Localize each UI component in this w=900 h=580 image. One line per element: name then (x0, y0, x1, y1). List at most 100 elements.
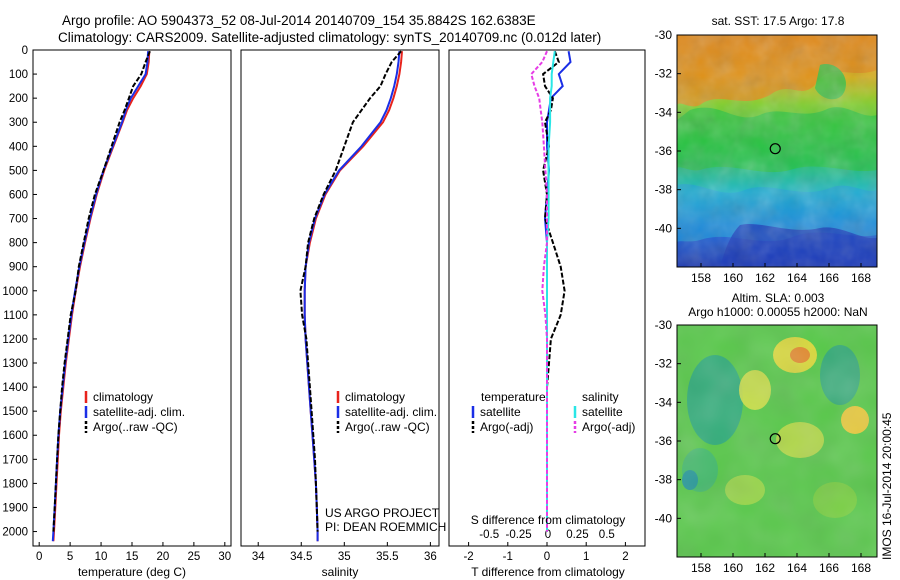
depth-tick-label: 100 (9, 69, 28, 81)
salinity-plot-frame (240, 49, 440, 547)
depth-tick-label: 1400 (2, 382, 28, 394)
lon-tick-label: 162 (755, 271, 775, 285)
lat-tick-label: -36 (655, 144, 673, 158)
legend-label: satellite-adj. clim. (345, 405, 437, 419)
x-tick-label: 5 (67, 551, 73, 563)
depth-tick-label: 500 (9, 165, 28, 177)
s-tick-label: -0.5 (479, 529, 499, 541)
legend-label: Argo(-adj) (582, 420, 635, 434)
x-tick-label: 30 (218, 551, 231, 563)
x-tick-label: 10 (95, 551, 108, 563)
lat-tick-label: -38 (655, 473, 673, 487)
project-name: US ARGO PROJECT (325, 506, 440, 520)
legend-header-salinity: salinity (582, 390, 619, 404)
x-tick-label: 0 (36, 551, 42, 563)
lat-tick-label: -40 (655, 221, 673, 235)
figure-title-line1: Argo profile: AO 5904373_52 08-Jul-2014 … (62, 13, 536, 28)
lon-tick-label: 158 (691, 561, 711, 575)
temperature-series (51, 50, 151, 542)
series-line-argo-raw-qc- (299, 50, 402, 532)
depth-tick-label: 400 (9, 141, 28, 153)
legend-label: Argo(..raw -QC) (93, 420, 178, 434)
imos-timestamp: IMOS 16-Jul-2014 20:00:45 (880, 412, 894, 560)
lon-tick-label: 166 (819, 271, 839, 285)
salinity-panel: 34 34.5 35 35.5 36 salinity climatologysatel… (240, 49, 446, 579)
x-tick-label: 34.5 (290, 551, 312, 563)
lon-tick-label: 164 (787, 561, 807, 575)
lat-tick-label: -34 (655, 395, 673, 409)
temperature-panel: 0100200300400500600700800900100011001200… (2, 45, 232, 579)
series-line-salinity-argo-adj- (530, 50, 548, 532)
x-tick-label: 20 (157, 551, 170, 563)
figure-title-line2: Climatology: CARS2009. Satellite-adjuste… (58, 30, 602, 45)
lon-tick-label: 162 (755, 561, 775, 575)
legend-label: climatology (93, 390, 153, 404)
legend-label: satellite-adj. clim. (93, 405, 185, 419)
lon-tick-label: 160 (723, 561, 743, 575)
lat-tick-label: -36 (655, 434, 673, 448)
lat-tick-label: -34 (655, 105, 673, 119)
temperature-axis-ticks: 0 5 10 15 20 25 30 (36, 542, 231, 563)
lon-tick-label: 160 (723, 271, 743, 285)
t-difference-axis-label: T difference from climatology (471, 565, 625, 579)
x-tick-label: 25 (187, 551, 200, 563)
s-tick-label: 0.5 (599, 529, 615, 541)
temperature-plot-frame (32, 49, 232, 547)
depth-tick-label: 900 (9, 262, 28, 274)
x-tick-label: 15 (126, 551, 139, 563)
legend-label: satellite (582, 405, 623, 419)
lat-tick-label: -30 (655, 28, 673, 42)
depth-tick-label: 1200 (2, 334, 28, 346)
sst-map-axes: 158 160 162 164 166 168 -30 -32 -34 -36 -38 -40 (655, 28, 872, 285)
sst-map-panel: sat. SST: 17.5 Argo: 17.8 158 160 162 164 16… (655, 14, 878, 285)
depth-tick-label: 1600 (2, 430, 28, 442)
sst-map-image (677, 35, 877, 267)
lon-tick-label: 168 (851, 271, 871, 285)
depth-axis-ticks: 0 100 200 300 400 500 600 700 800 900 1000 1100 1200… (2, 45, 37, 539)
depth-tick-label: 200 (9, 93, 28, 105)
salinity-series (299, 50, 403, 542)
lon-tick-label: 168 (851, 561, 871, 575)
lat-tick-label: -32 (655, 357, 673, 371)
s-tick-label: 0.25 (566, 529, 588, 541)
legend-label: satellite (480, 405, 521, 419)
x-tick-label: 35.5 (376, 551, 398, 563)
s-tick-label: -0.25 (505, 529, 531, 541)
sla-map-image (677, 325, 877, 557)
argo-float-marker (769, 143, 781, 155)
sst-map-title: sat. SST: 17.5 Argo: 17.8 (712, 14, 845, 28)
x-tick-label: 36 (424, 551, 437, 563)
sla-map-panel: Altim. SLA: 0.003 Argo h1000: 0.00055 h2… (655, 291, 878, 575)
sla-map-title: Altim. SLA: 0.003 (732, 291, 825, 305)
depth-tick-label: 1800 (2, 478, 28, 490)
difference-series (530, 50, 572, 532)
depth-tick-label: 700 (9, 214, 28, 226)
x-tick-label: 35 (338, 551, 351, 563)
series-line-argo-raw-qc- (52, 50, 151, 532)
temperature-axis-label: temperature (deg C) (78, 565, 186, 579)
lon-tick-label: 166 (819, 561, 839, 575)
depth-tick-label: 2000 (2, 527, 28, 539)
x-tick-label: 1 (583, 551, 589, 563)
sla-map-axes: 158 160 162 164 166 168 -30 -32 -34 -36 -38 -40 (655, 318, 872, 575)
lat-tick-label: -32 (655, 67, 673, 81)
legend-label: Argo(..raw -QC) (345, 420, 430, 434)
lat-tick-label: -38 (655, 183, 673, 197)
x-tick-label: 2 (622, 551, 628, 563)
x-tick-label: -1 (503, 551, 513, 563)
difference-axis-ticks: -2 -1 0 1 2 -0.5 -0.25 0 0.25 0.5 (463, 529, 628, 563)
lon-tick-label: 164 (787, 271, 807, 285)
depth-tick-label: 1700 (2, 454, 28, 466)
difference-legend: temperature salinitysatelliteArgo(-adj)sa… (471, 390, 635, 434)
project-pi: PI: DEAN ROEMMICH (325, 520, 446, 534)
x-tick-label: 34 (252, 551, 265, 563)
x-tick-label: -2 (463, 551, 473, 563)
depth-tick-label: 300 (9, 117, 28, 129)
depth-tick-label: 600 (9, 189, 28, 201)
sla-map-subtitle: Argo h1000: 0.00055 h2000: NaN (688, 305, 867, 319)
series-line-salinity-satellite (546, 51, 556, 532)
x-tick-label: 0 (544, 551, 550, 563)
